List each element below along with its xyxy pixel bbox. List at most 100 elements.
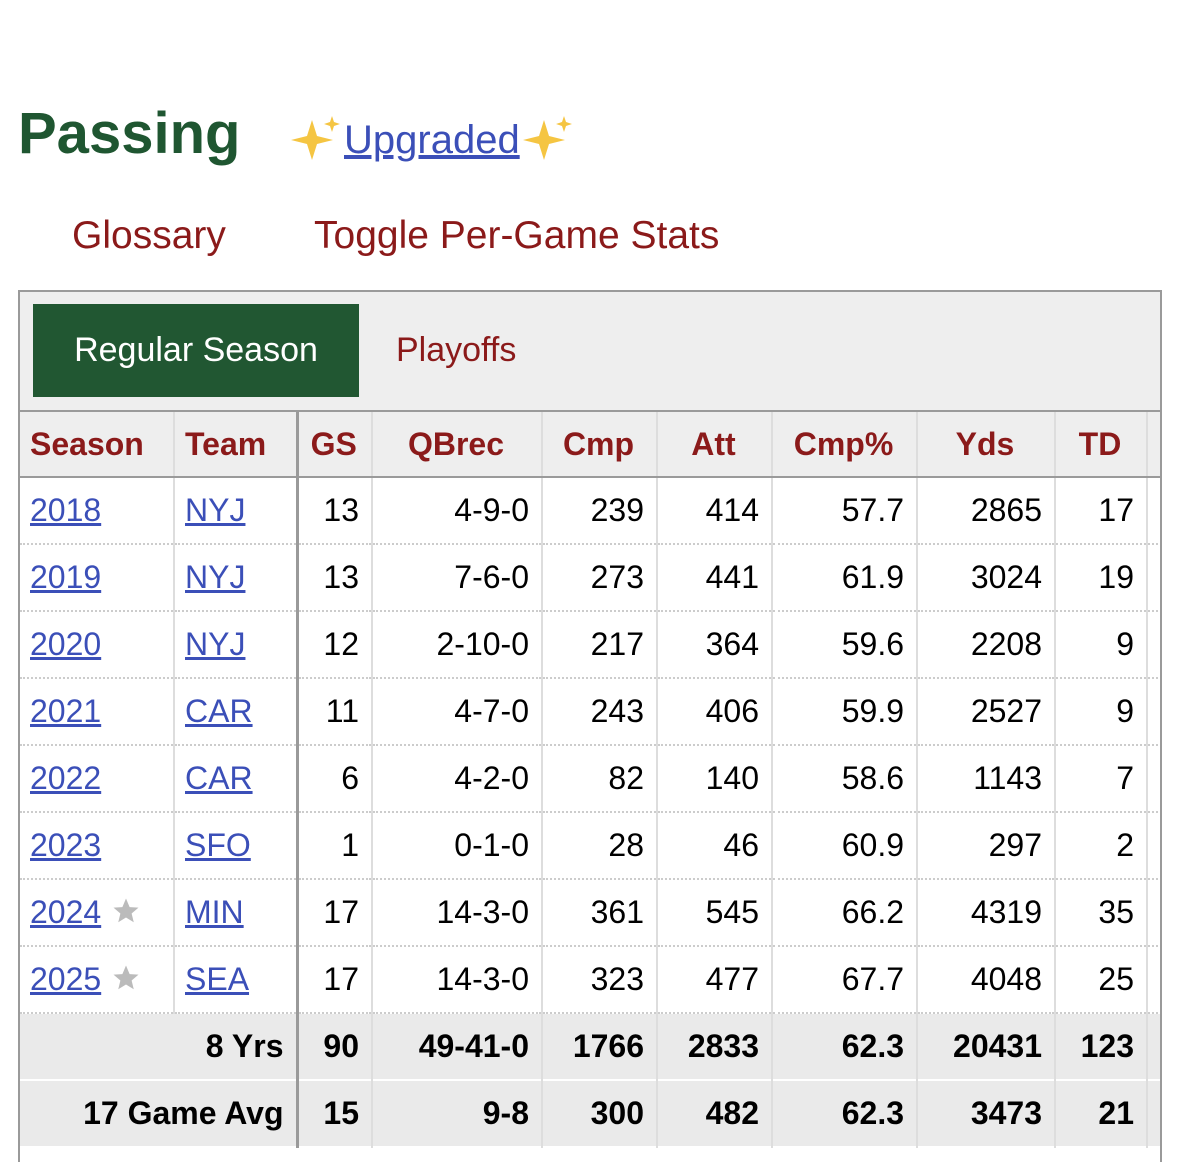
team-link[interactable]: SEA bbox=[185, 961, 250, 997]
cell: 1143 bbox=[917, 745, 1056, 813]
upgraded-badge: Upgraded bbox=[288, 112, 576, 168]
cell: 364 bbox=[657, 611, 773, 679]
season-link[interactable]: 2019 bbox=[30, 559, 102, 595]
tab-playoffs[interactable]: Playoffs bbox=[396, 331, 517, 369]
cell: 2024 bbox=[20, 879, 175, 947]
cell: 58.6 bbox=[772, 745, 918, 813]
cell-cut bbox=[1147, 678, 1160, 746]
cell: 2025 bbox=[20, 946, 175, 1014]
cell-cut bbox=[1147, 745, 1160, 813]
cell: 140 bbox=[657, 745, 773, 813]
season-link[interactable]: 2018 bbox=[30, 492, 102, 528]
cell: NYJ bbox=[174, 611, 299, 679]
data-row: 2019 NYJ 13 7-6-0 273 441 61.9 3024 19 bbox=[20, 544, 1160, 612]
footer-cell: 17 Game Avg bbox=[20, 1080, 299, 1148]
team-link[interactable]: NYJ bbox=[185, 626, 246, 662]
cell: 9 bbox=[1055, 678, 1148, 746]
upgraded-link[interactable]: Upgraded bbox=[344, 117, 520, 162]
column-header: Cmp% bbox=[772, 412, 918, 478]
section-title: Passing bbox=[18, 101, 241, 166]
data-row: 2018 NYJ 13 4-9-0 239 414 57.7 2865 17 bbox=[20, 477, 1160, 545]
tabs: Regular Season Playoffs bbox=[20, 292, 1160, 412]
footer-cell: 2833 bbox=[657, 1013, 773, 1081]
column-header: Yds bbox=[917, 412, 1056, 478]
cell: 243 bbox=[542, 678, 658, 746]
footer-cell: 300 bbox=[542, 1080, 658, 1148]
column-header: TD bbox=[1055, 412, 1148, 478]
cell: 14-3-0 bbox=[372, 946, 543, 1014]
season-link[interactable]: 2021 bbox=[30, 693, 102, 729]
cell: 82 bbox=[542, 745, 658, 813]
team-link[interactable]: CAR bbox=[185, 693, 253, 729]
team-link[interactable]: NYJ bbox=[185, 492, 246, 528]
cell: 3024 bbox=[917, 544, 1056, 612]
season-link[interactable]: 2025 bbox=[30, 961, 102, 997]
cell: 361 bbox=[542, 879, 658, 947]
footer-cell: 8 Yrs bbox=[20, 1013, 299, 1081]
column-header: QBrec bbox=[372, 412, 543, 478]
cell: CAR bbox=[174, 745, 299, 813]
cell: 2018 bbox=[20, 477, 175, 545]
footer-cell: 62.3 bbox=[772, 1080, 918, 1148]
cell: 239 bbox=[542, 477, 658, 545]
season-link[interactable]: 2020 bbox=[30, 626, 102, 662]
cell: 61.9 bbox=[772, 544, 918, 612]
tab-regular[interactable]: Regular Season bbox=[33, 304, 359, 397]
team-link[interactable]: NYJ bbox=[185, 559, 246, 595]
cell: 2-10-0 bbox=[372, 611, 543, 679]
stats-table: Season Team GS QBrec Cmp Att Cmp% Yds TD 2018 NYJ 1… bbox=[20, 412, 1160, 1148]
cell: 14-3-0 bbox=[372, 879, 543, 947]
cell-cut bbox=[1147, 879, 1160, 947]
toggle-link[interactable]: Toggle Per-Game Stats bbox=[314, 214, 720, 257]
footer-cell: 1766 bbox=[542, 1013, 658, 1081]
cell: 7 bbox=[1055, 745, 1148, 813]
season-link[interactable]: 2023 bbox=[30, 827, 102, 863]
footer-cell: 9-8 bbox=[372, 1080, 543, 1148]
cell: 17 bbox=[297, 946, 373, 1014]
footer-cell: 15 bbox=[297, 1080, 373, 1148]
cell: 2208 bbox=[917, 611, 1056, 679]
column-header: GS bbox=[297, 412, 373, 478]
cell: 12 bbox=[297, 611, 373, 679]
column-header: Season bbox=[20, 412, 175, 478]
season-link[interactable]: 2024 bbox=[30, 894, 102, 930]
data-row: 2020 NYJ 12 2-10-0 217 364 59.6 2208 9 bbox=[20, 611, 1160, 679]
team-link[interactable]: CAR bbox=[185, 760, 253, 796]
footer-cell: 90 bbox=[297, 1013, 373, 1081]
cell: 2019 bbox=[20, 544, 175, 612]
cell: 2527 bbox=[917, 678, 1056, 746]
season-link[interactable]: 2022 bbox=[30, 760, 102, 796]
sparkle-icon bbox=[291, 116, 340, 160]
team-link[interactable]: SFO bbox=[185, 827, 251, 863]
cell: 1 bbox=[297, 812, 373, 880]
cell: 25 bbox=[1055, 946, 1148, 1014]
cell: 28 bbox=[542, 812, 658, 880]
footer-cell: 123 bbox=[1055, 1013, 1148, 1081]
data-row: 2021 CAR 11 4-7-0 243 406 59.9 2527 9 bbox=[20, 678, 1160, 746]
cell: 273 bbox=[542, 544, 658, 612]
cell: 7-6-0 bbox=[372, 544, 543, 612]
footer-row: 17 Game Avg 15 9-8 300 482 62.3 3473 21 bbox=[20, 1080, 1160, 1148]
cell: 4-9-0 bbox=[372, 477, 543, 545]
cell: SEA bbox=[174, 946, 299, 1014]
cell: 46 bbox=[657, 812, 773, 880]
cell: 67.7 bbox=[772, 946, 918, 1014]
cell-cut bbox=[1147, 477, 1160, 545]
cell: 6 bbox=[297, 745, 373, 813]
glossary-link[interactable]: Glossary bbox=[72, 214, 226, 257]
cell-cut bbox=[1147, 812, 1160, 880]
cell: 17 bbox=[297, 879, 373, 947]
cell: 19 bbox=[1055, 544, 1148, 612]
cell: 13 bbox=[297, 544, 373, 612]
data-row: 2023 SFO 1 0-1-0 28 46 60.9 297 2 bbox=[20, 812, 1160, 880]
cell: 2022 bbox=[20, 745, 175, 813]
cell: 441 bbox=[657, 544, 773, 612]
cell: NYJ bbox=[174, 544, 299, 612]
cell: 2020 bbox=[20, 611, 175, 679]
cell: 2 bbox=[1055, 812, 1148, 880]
cell: MIN bbox=[174, 879, 299, 947]
team-link[interactable]: MIN bbox=[185, 894, 244, 930]
cell: 9 bbox=[1055, 611, 1148, 679]
footer-cell: 3473 bbox=[917, 1080, 1056, 1148]
cell-cut bbox=[1147, 1013, 1160, 1081]
